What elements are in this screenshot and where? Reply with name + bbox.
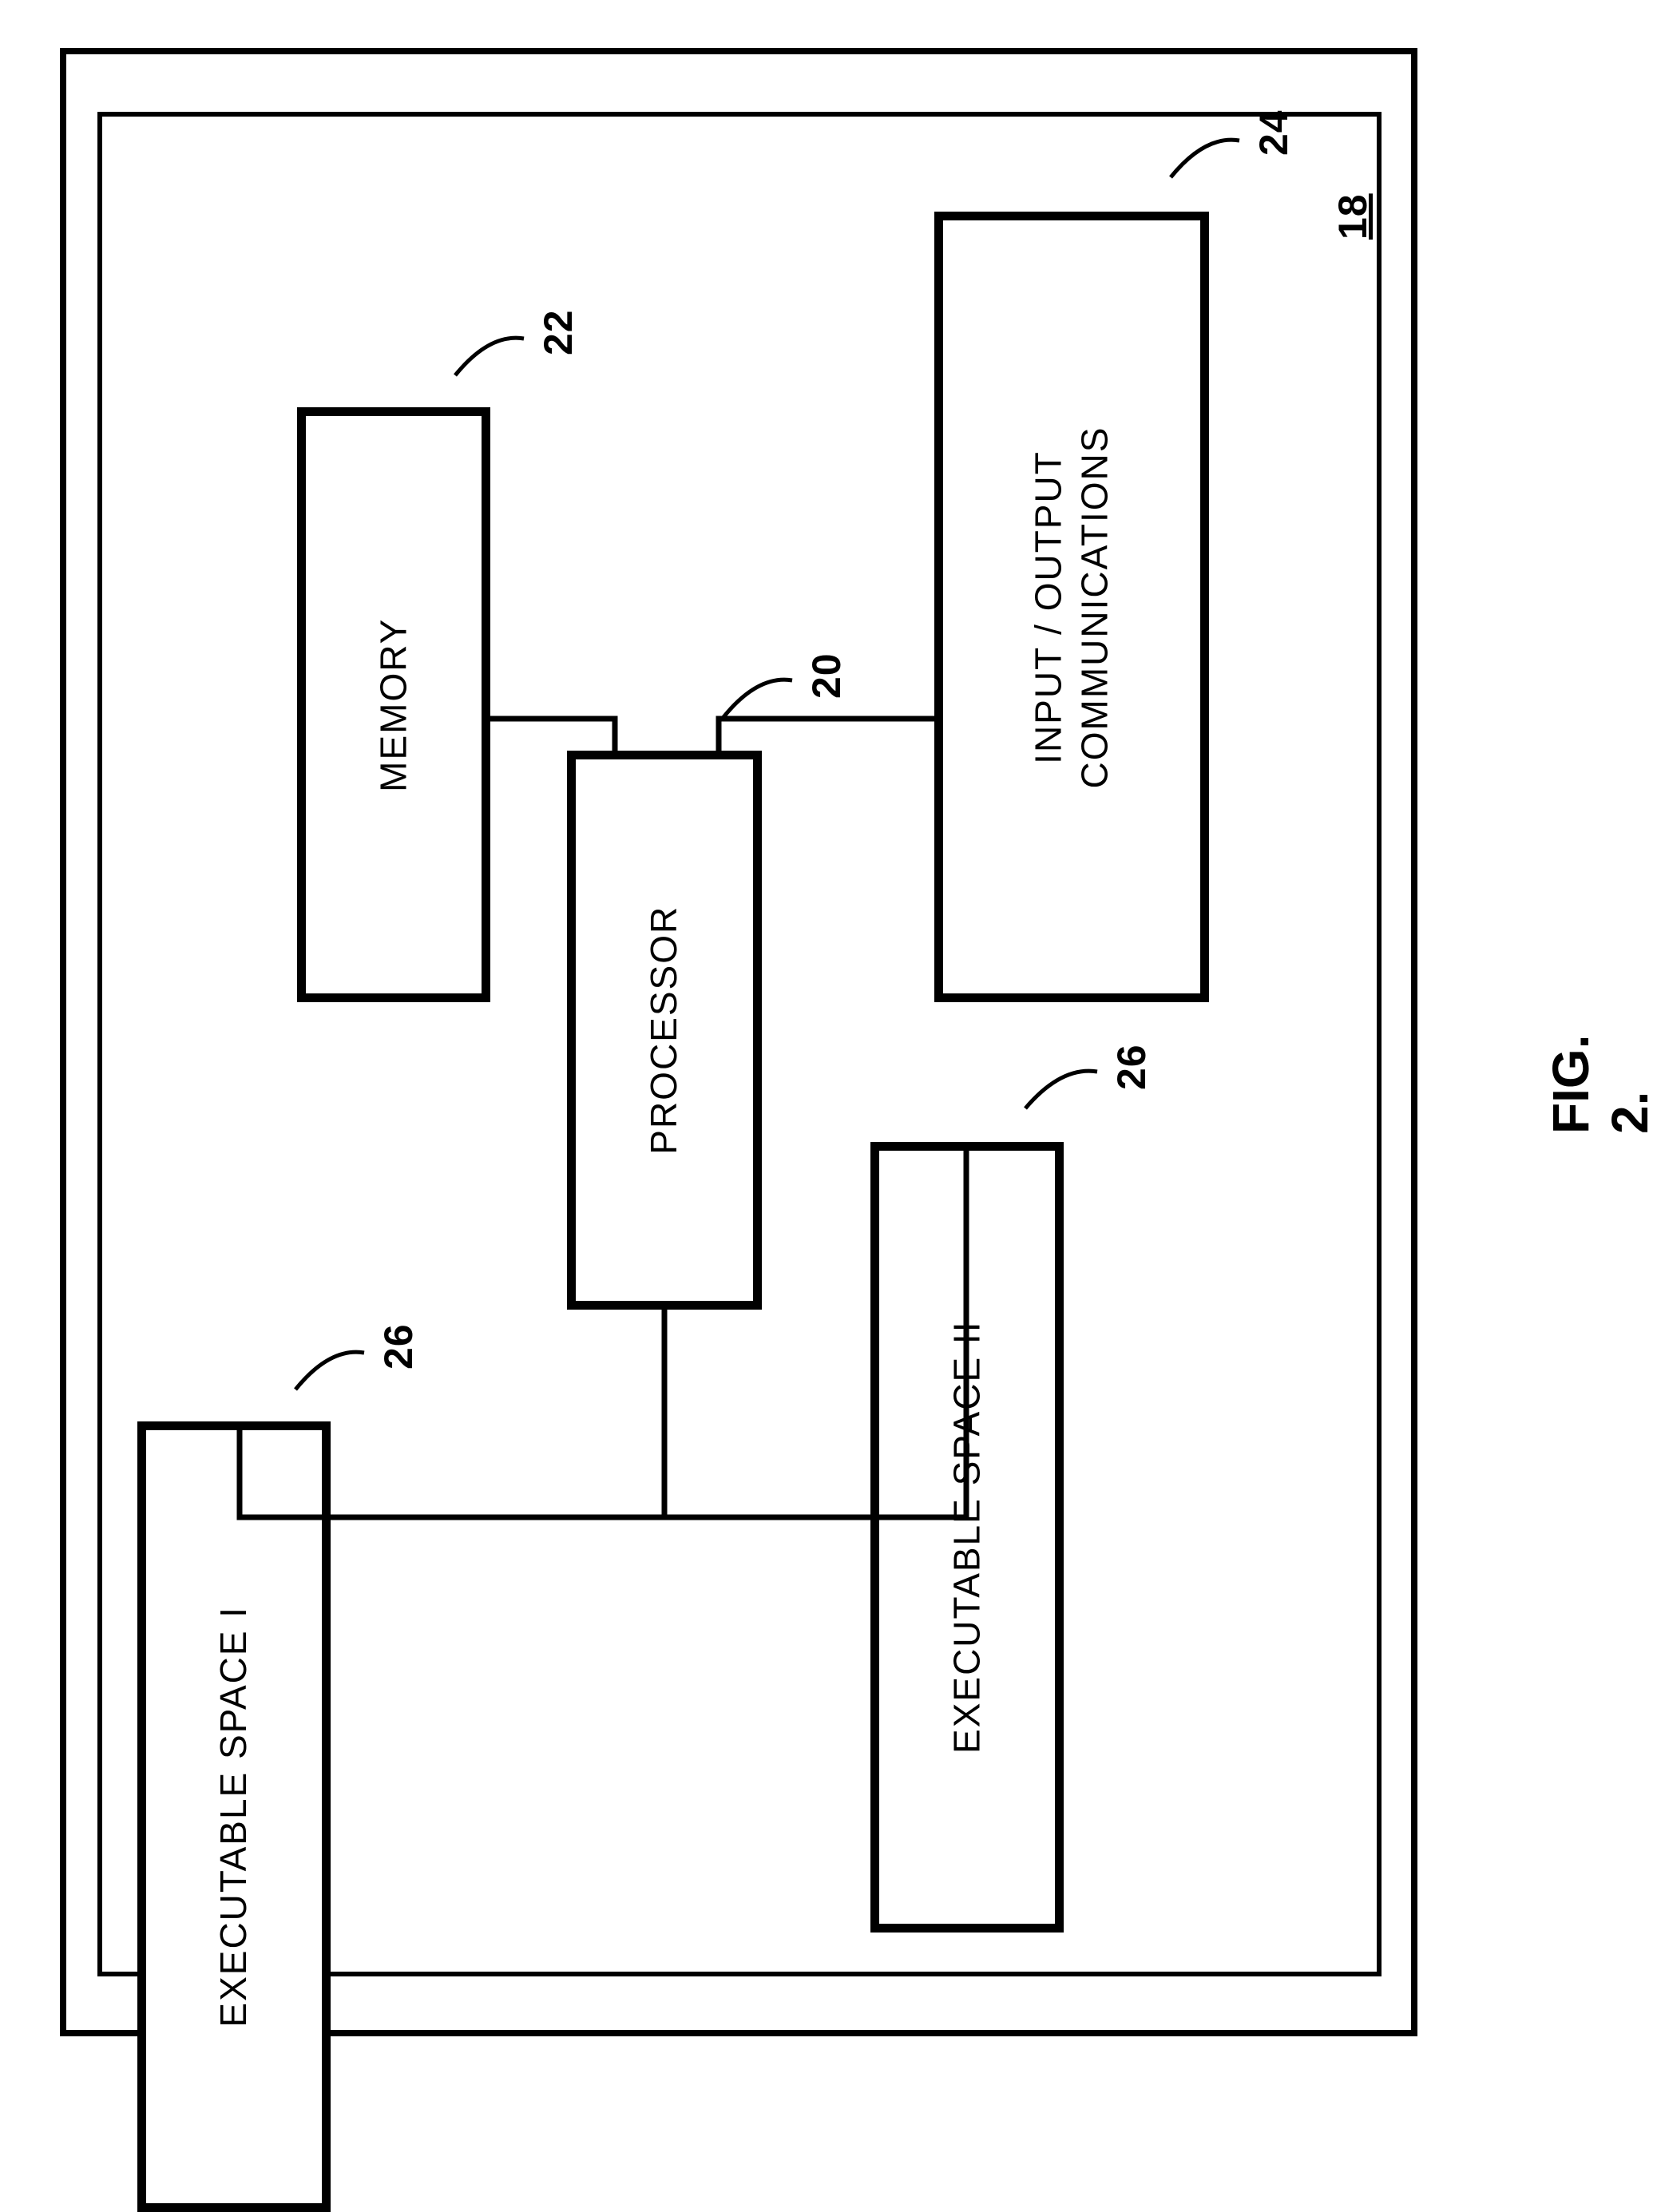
- figure-caption: FIG. 2.: [1541, 1014, 1659, 1134]
- processor-block: PROCESSOR: [567, 751, 762, 1310]
- exec2-ref-label: 26: [1108, 1044, 1155, 1090]
- io-label: INPUT / OUTPUT COMMUNICATIONS: [1026, 426, 1118, 788]
- exec-space-2-block: EXECUTABLE SPACE II: [870, 1142, 1064, 1933]
- page: MEMORY INPUT / OUTPUT COMMUNICATIONS PRO…: [0, 0, 1661, 2085]
- memory-block: MEMORY: [297, 407, 490, 1002]
- exec2-label: EXECUTABLE SPACE II: [944, 1321, 990, 1754]
- processor-ref-label: 20: [803, 652, 850, 699]
- system-ref-label: 18: [1330, 193, 1376, 240]
- exec-space-1-block: EXECUTABLE SPACE I: [137, 1421, 331, 2212]
- exec1-ref-label: 26: [375, 1323, 422, 1370]
- processor-label: PROCESSOR: [641, 906, 688, 1155]
- memory-label: MEMORY: [371, 617, 417, 791]
- memory-ref-label: 22: [535, 309, 581, 355]
- io-block: INPUT / OUTPUT COMMUNICATIONS: [934, 212, 1209, 1002]
- io-ref-label: 24: [1251, 109, 1297, 156]
- exec1-label: EXECUTABLE SPACE I: [211, 1606, 257, 2028]
